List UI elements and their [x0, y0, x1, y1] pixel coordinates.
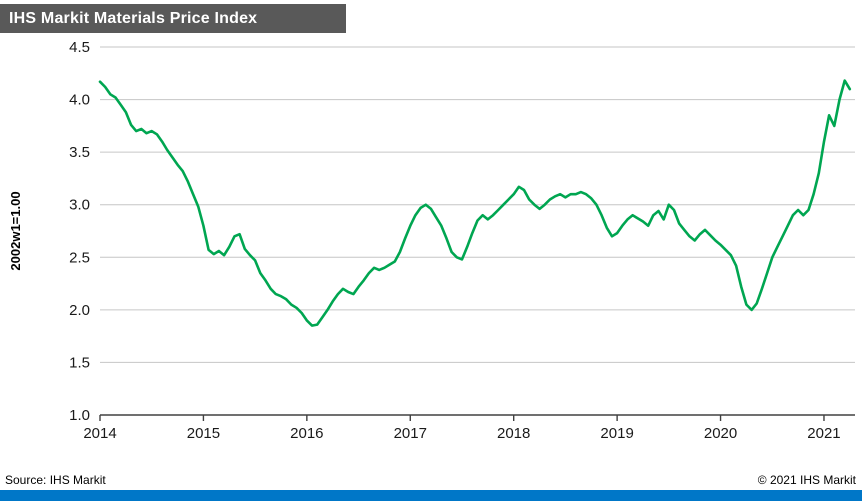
- x-tick-label: 2020: [704, 425, 737, 442]
- x-tick-label: 2015: [187, 425, 220, 442]
- y-tick-label: 3.5: [69, 144, 90, 161]
- y-tick-label: 1.5: [69, 354, 90, 371]
- price-index-chart: 1.01.52.02.53.03.54.04.5 2014 2015 2016 201…: [8, 39, 855, 442]
- y-tick-label: 1.0: [69, 407, 90, 424]
- y-tick-label: 2.0: [69, 302, 90, 319]
- x-tick-label: 2017: [394, 425, 427, 442]
- footer-accent-bar: [0, 490, 862, 501]
- y-axis-label: 2002w1=1.00: [8, 191, 23, 270]
- y-tick-label: 3.0: [69, 197, 90, 214]
- copyright-label: © 2021 IHS Markit: [757, 473, 856, 487]
- price-line: [98, 79, 852, 327]
- chart-title: IHS Markit Materials Price Index: [9, 10, 258, 27]
- x-tick-label: 2021: [807, 425, 840, 442]
- y-tick-label: 4.5: [69, 39, 90, 56]
- chart-title-bar: IHS Markit Materials Price Index: [0, 4, 346, 33]
- gridlines-and-yticks: 1.0 1.5 2.0 2.5 3.0 3.5 4.0 4.5: [69, 39, 855, 424]
- source-label: Source: IHS Markit: [5, 473, 106, 487]
- y-tick-label: 4.0: [69, 92, 90, 109]
- x-tick-label: 2019: [600, 425, 633, 442]
- x-axis-and-ticks: 2014 2015 2016 2017 2018 2019 2020 2021: [83, 415, 841, 442]
- y-tick-label: 2.5: [69, 249, 90, 266]
- x-tick-label: 2016: [290, 425, 323, 442]
- x-tick-label: 2014: [83, 425, 116, 442]
- x-tick-label: 2018: [497, 425, 530, 442]
